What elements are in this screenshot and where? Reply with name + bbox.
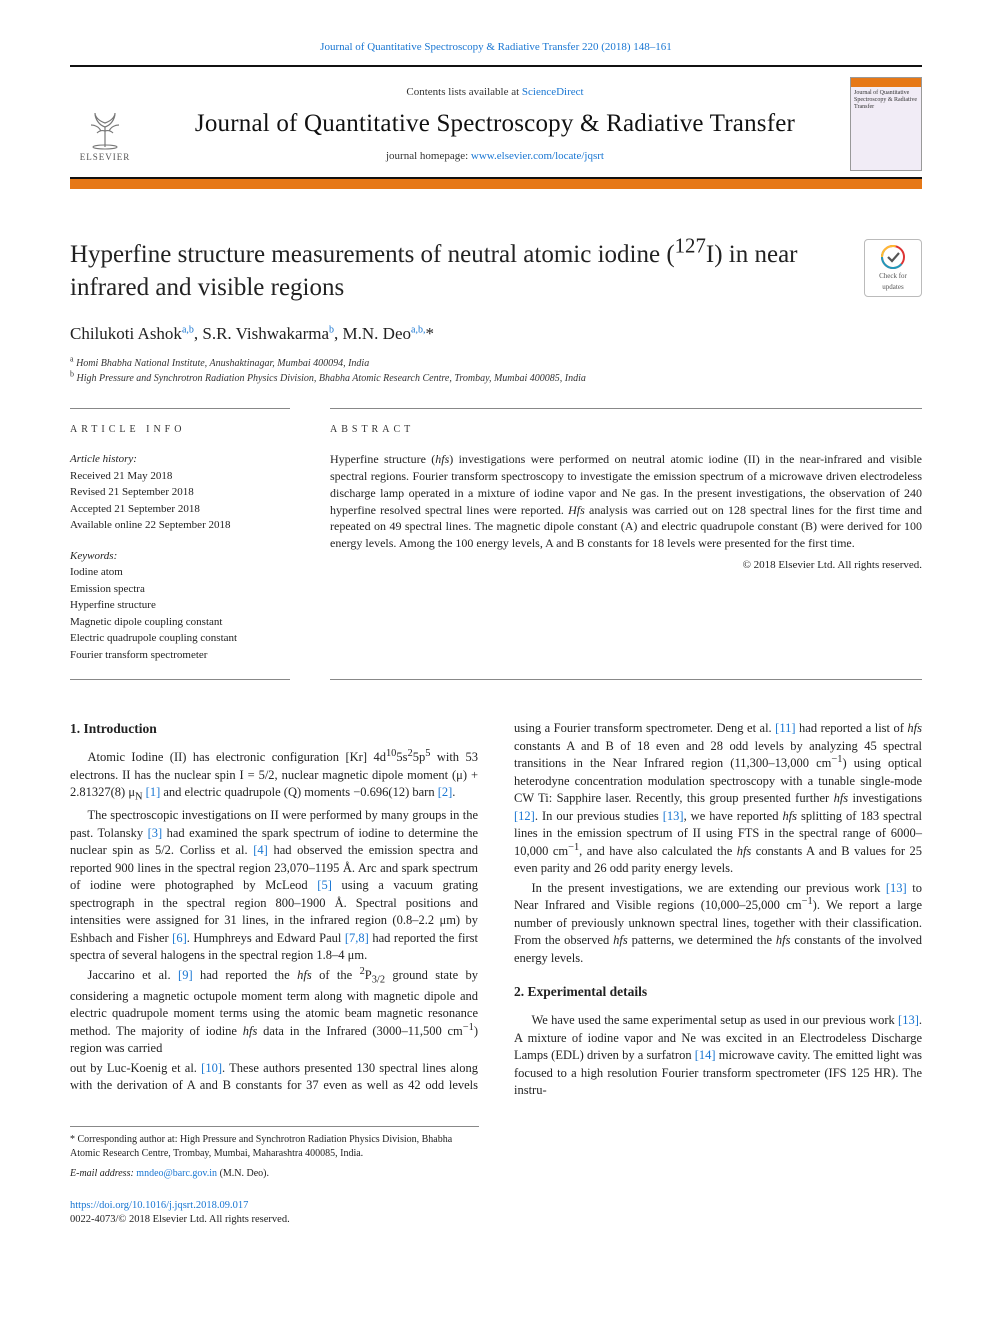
- homepage-label: journal homepage:: [386, 150, 471, 162]
- abstract-copyright: © 2018 Elsevier Ltd. All rights reserved…: [330, 558, 922, 573]
- email-name: (M.N. Deo).: [220, 1168, 269, 1179]
- article-info-col: ARTICLE INFO Article history: Received 2…: [70, 408, 290, 663]
- doi-link[interactable]: https://doi.org/10.1016/j.jqsrt.2018.09.…: [70, 1199, 922, 1214]
- corresponding-note: * Corresponding author at: High Pressure…: [70, 1133, 479, 1161]
- contents-label: Contents lists available at: [406, 86, 521, 98]
- masthead-center: Contents lists available at ScienceDirec…: [156, 85, 834, 165]
- affil-a: Homi Bhabha National Institute, Anushakt…: [76, 358, 369, 369]
- homepage-link[interactable]: www.elsevier.com/locate/jqsrt: [471, 150, 604, 162]
- body-columns: 1. Introduction Atomic Iodine (II) has e…: [70, 720, 922, 1099]
- running-header: Journal of Quantitative Spectroscopy & R…: [70, 40, 922, 55]
- keyword: Fourier transform spectrometer: [70, 647, 290, 664]
- keyword: Electric quadrupole coupling constant: [70, 630, 290, 647]
- article-history: Article history: Received 21 May 2018 Re…: [70, 451, 290, 534]
- keyword: Iodine atom: [70, 564, 290, 581]
- email-label: E-mail address:: [70, 1168, 134, 1179]
- accent-rule: [70, 179, 922, 189]
- homepage-line: journal homepage: www.elsevier.com/locat…: [156, 149, 834, 164]
- affil-b: High Pressure and Synchrotron Radiation …: [77, 373, 586, 384]
- footer: https://doi.org/10.1016/j.jqsrt.2018.09.…: [70, 1199, 922, 1228]
- crossmark-badge[interactable]: Check for updates: [864, 239, 922, 297]
- meta-row: ARTICLE INFO Article history: Received 2…: [70, 408, 922, 663]
- elsevier-tree-icon: [81, 103, 129, 151]
- history-label: Article history:: [70, 451, 290, 468]
- abstract-text: Hyperfine structure (hfs) investigations…: [330, 451, 922, 552]
- keywords-label: Keywords:: [70, 548, 290, 565]
- keyword: Magnetic dipole coupling constant: [70, 614, 290, 631]
- para: Atomic Iodine (II) has electronic config…: [70, 749, 478, 805]
- crossmark-l1: Check for: [879, 272, 907, 282]
- history-item: Available online 22 September 2018: [70, 517, 290, 534]
- history-item: Revised 21 September 2018: [70, 484, 290, 501]
- publisher-logo: ELSEVIER: [70, 85, 140, 163]
- authors: Chilukoti Ashoka,b, S.R. Vishwakarmab, M…: [70, 322, 922, 346]
- history-item: Accepted 21 September 2018: [70, 501, 290, 518]
- article-title: Hyperfine structure measurements of neut…: [70, 239, 844, 304]
- corresponding-email[interactable]: mndeo@barc.gov.in: [136, 1168, 217, 1179]
- abstract-head: ABSTRACT: [330, 423, 922, 437]
- publisher-name: ELSEVIER: [80, 151, 131, 164]
- para: We have used the same experimental setup…: [514, 1012, 922, 1100]
- cover-thumb-text: Journal of Quantitative Spectroscopy & R…: [854, 90, 918, 111]
- section-2-title: 2. Experimental details: [514, 983, 922, 1002]
- footnotes: * Corresponding author at: High Pressure…: [70, 1126, 479, 1181]
- journal-cover-thumb: Journal of Quantitative Spectroscopy & R…: [850, 77, 922, 171]
- para: The spectroscopic investigations on II w…: [70, 807, 478, 965]
- crossmark-icon: [880, 244, 906, 270]
- keyword: Emission spectra: [70, 581, 290, 598]
- keyword: Hyperfine structure: [70, 597, 290, 614]
- sciencedirect-link[interactable]: ScienceDirect: [522, 86, 584, 98]
- crossmark-l2: updates: [882, 283, 903, 293]
- contents-line: Contents lists available at ScienceDirec…: [156, 85, 834, 100]
- para: Jaccarino et al. [9] had reported the hf…: [70, 967, 478, 1058]
- journal-title: Journal of Quantitative Spectroscopy & R…: [156, 106, 834, 141]
- abstract-col: ABSTRACT Hyperfine structure (hfs) inves…: [330, 408, 922, 663]
- article-info-head: ARTICLE INFO: [70, 423, 290, 437]
- issn-line: 0022-4073/© 2018 Elsevier Ltd. All right…: [70, 1213, 922, 1228]
- affiliations: a Homi Bhabha National Institute, Anusha…: [70, 356, 922, 386]
- rule: [70, 679, 290, 680]
- history-item: Received 21 May 2018: [70, 468, 290, 485]
- rule: [330, 679, 922, 680]
- section-1-title: 1. Introduction: [70, 720, 478, 739]
- keywords: Keywords: Iodine atom Emission spectra H…: [70, 548, 290, 664]
- masthead: ELSEVIER Contents lists available at Sci…: [70, 67, 922, 179]
- para: In the present investigations, we are ex…: [514, 880, 922, 968]
